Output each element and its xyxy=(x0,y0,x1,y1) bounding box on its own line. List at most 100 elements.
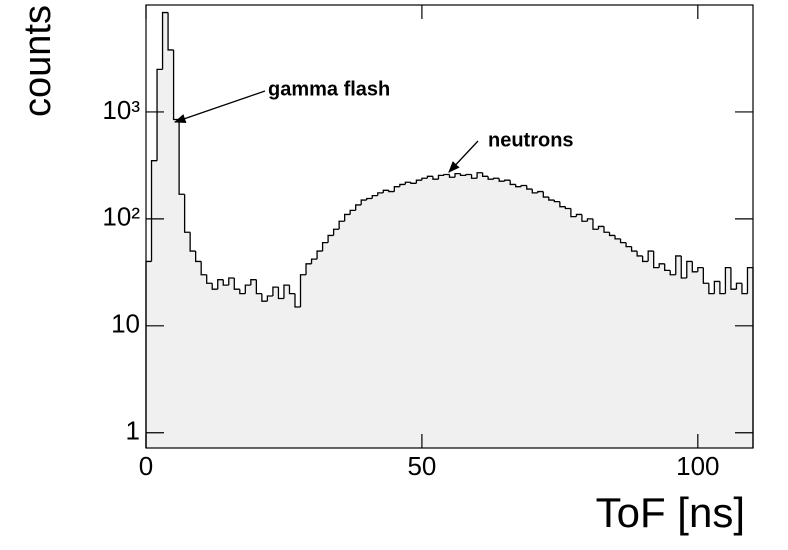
histogram-bar xyxy=(515,186,522,448)
histogram-outline xyxy=(619,238,627,244)
histogram-bar xyxy=(217,279,224,448)
histogram-bar xyxy=(477,172,483,448)
histogram-outline xyxy=(404,181,411,185)
histogram-outline xyxy=(189,232,196,252)
histogram-bar xyxy=(499,181,505,449)
y-axis-label: counts xyxy=(17,5,59,117)
histogram-bar xyxy=(421,178,428,448)
histogram-bar xyxy=(620,242,627,448)
histogram-outline xyxy=(327,234,334,243)
histogram-bar xyxy=(604,232,610,448)
histogram-outline xyxy=(641,255,649,263)
histogram-bar xyxy=(350,210,356,448)
histogram-bar xyxy=(184,232,191,448)
histogram-bar xyxy=(366,198,373,448)
histogram-outline xyxy=(178,119,185,195)
axes: 0 50 100 1 10 10² 10³ xyxy=(102,5,753,481)
histogram-bar xyxy=(631,251,638,448)
histogram-bar xyxy=(703,283,710,448)
histogram-outline xyxy=(487,176,494,180)
histogram-bar xyxy=(399,184,406,448)
histogram-bar xyxy=(328,235,334,448)
histogram-bar xyxy=(670,274,677,448)
histogram-outline xyxy=(625,242,632,248)
histogram-bar xyxy=(664,270,671,448)
histogram-bar xyxy=(521,185,528,448)
histogram-bar xyxy=(526,189,533,448)
histogram-bar xyxy=(719,293,726,448)
histogram-bar xyxy=(410,183,417,448)
histogram-bar xyxy=(686,261,693,448)
histogram-outline xyxy=(713,280,720,294)
histogram-outline xyxy=(382,189,389,193)
histogram-outline xyxy=(730,267,737,290)
histogram-bar xyxy=(725,267,732,448)
histogram-bar xyxy=(438,175,445,448)
histogram-bar xyxy=(504,180,511,448)
histogram-outline xyxy=(255,279,262,295)
histogram-outline xyxy=(443,173,450,176)
histogram-outline xyxy=(553,200,560,203)
histogram-outline xyxy=(272,286,279,296)
histogram-bar xyxy=(372,195,379,448)
histogram-outline xyxy=(200,261,207,276)
histogram-outline xyxy=(437,174,444,180)
histogram-outline xyxy=(183,194,191,233)
histogram-outline xyxy=(228,277,235,286)
histogram-outline xyxy=(548,197,555,201)
histogram-bar xyxy=(609,235,616,448)
histogram-outline xyxy=(388,190,395,193)
histogram-outline xyxy=(664,263,671,272)
plot-marks xyxy=(145,11,754,449)
histogram-bar xyxy=(581,221,588,448)
histogram-outline xyxy=(415,179,422,184)
histogram-bar xyxy=(388,191,395,449)
histogram-bar xyxy=(570,216,577,448)
histogram-outline xyxy=(349,209,356,215)
histogram-bar xyxy=(714,281,721,448)
histogram-outline xyxy=(305,263,312,275)
histogram-outline xyxy=(741,283,748,295)
histogram-outline xyxy=(454,172,461,178)
histogram-bar xyxy=(697,267,704,448)
histogram-bar xyxy=(283,285,290,448)
histogram-outline xyxy=(680,255,687,279)
histogram-bar xyxy=(482,176,489,448)
histogram-bar xyxy=(333,229,340,448)
histogram-outline xyxy=(283,284,290,299)
histogram-bar xyxy=(311,259,318,448)
histogram-outline xyxy=(321,241,329,252)
histogram-bar xyxy=(250,279,257,448)
y-tick-label: 10² xyxy=(102,202,140,232)
histogram-bar xyxy=(747,267,754,448)
histogram-outline xyxy=(426,175,433,179)
x-axis-label: ToF [ns] xyxy=(596,489,745,536)
histogram-bar xyxy=(443,174,450,449)
histogram-outline xyxy=(310,258,318,264)
histogram-outline xyxy=(520,184,527,187)
histogram-bar xyxy=(190,251,196,448)
histogram-bar xyxy=(576,214,583,448)
histogram-outline xyxy=(592,218,599,230)
histogram-outline xyxy=(161,11,169,70)
histogram-bar xyxy=(653,267,660,448)
histogram-bar xyxy=(637,255,643,448)
histogram-outline xyxy=(377,192,384,196)
histogram-outline xyxy=(239,289,246,295)
histogram-outline xyxy=(586,218,593,222)
histogram-outline xyxy=(675,255,682,275)
histogram-outline xyxy=(647,250,654,262)
histogram-outline xyxy=(266,295,273,302)
histogram-bar xyxy=(228,277,235,448)
histogram-outline xyxy=(498,178,505,182)
histogram-outline xyxy=(481,172,489,177)
histogram-bar xyxy=(642,261,649,448)
histogram-outline xyxy=(244,284,251,294)
histogram-bar xyxy=(692,271,699,448)
histogram-outline xyxy=(636,251,643,257)
annotation: neutrons xyxy=(488,129,574,151)
histogram-outline xyxy=(608,232,616,237)
histogram-bar xyxy=(736,283,743,448)
histogram-outline xyxy=(206,274,213,284)
